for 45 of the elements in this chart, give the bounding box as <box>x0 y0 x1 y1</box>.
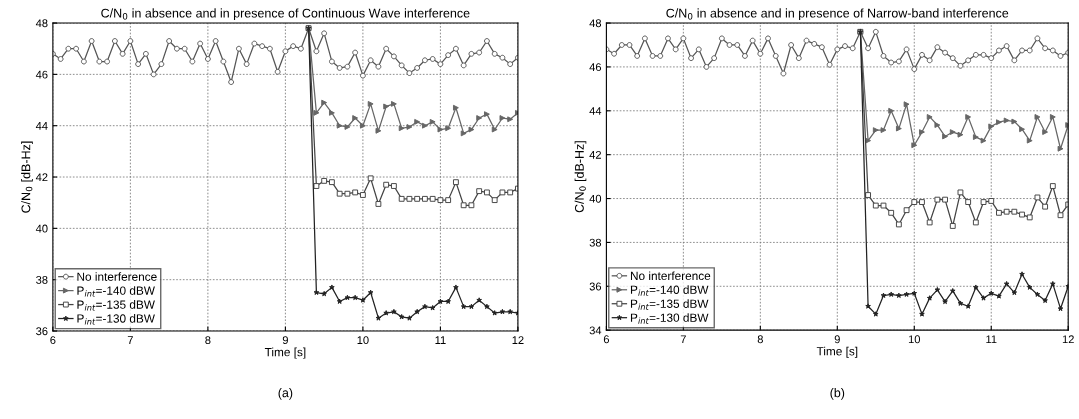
x-tick-label: 7 <box>127 336 133 344</box>
y-axis-title: C/N$_{0}$ [dB-Hz] <box>21 141 33 213</box>
legend-label: P$_{int}$=-130 dBW <box>630 313 709 324</box>
x-tick-label: 6 <box>50 336 56 345</box>
y-tick-label: 38 <box>589 238 602 247</box>
x-tick-label: 9 <box>282 336 288 345</box>
x-tick-label: 6 <box>603 335 609 344</box>
legend-label: P$_{int}$=-140 dBW <box>630 285 709 296</box>
chart-title: C/N$_{0}$ in absence and in presence of Continuous Wave interference <box>101 8 470 21</box>
x-tick-label: 12 <box>1062 335 1074 344</box>
y-tick-label: 46 <box>35 70 48 79</box>
x-tick-label: 8 <box>757 335 763 344</box>
text: (a) <box>278 388 293 400</box>
y-tick-label: 40 <box>589 194 602 203</box>
y-tick-label: 44 <box>35 122 48 130</box>
chart-title: C/N$_{0}$ in absence and in presence of Narrow-band interference <box>666 8 1009 21</box>
legend-label: No interference <box>630 271 711 281</box>
legend-label: P$_{int}$=-140 dBW <box>77 286 155 297</box>
x-axis-title: Time [s] <box>264 347 306 359</box>
x-tick-label: 7 <box>680 335 686 344</box>
y-tick-label: 36 <box>36 327 48 336</box>
legend-label: P$_{int}$=-130 dBW <box>77 314 155 325</box>
y-tick-label: 38 <box>36 275 48 284</box>
x-tick-label: 10 <box>908 335 921 344</box>
y-tick-label: 42 <box>589 150 601 159</box>
x-axis-title: Time [s] <box>816 346 858 358</box>
y-tick-label: 40 <box>35 224 48 233</box>
x-tick-label: 9 <box>834 335 840 344</box>
y-tick-label: 46 <box>589 63 602 72</box>
y-tick-label: 36 <box>589 282 602 291</box>
text: (b) <box>830 388 845 400</box>
legend-label: P$_{int}$=-135 dBW <box>77 300 155 311</box>
y-tick-label: 44 <box>589 107 602 115</box>
legend-label: P$_{int}$=-135 dBW <box>630 299 709 310</box>
legend-label: No interference <box>77 272 157 281</box>
y-tick-label: 48 <box>35 19 48 28</box>
x-tick-label: 12 <box>512 336 524 344</box>
y-tick-label: 48 <box>589 19 602 28</box>
x-tick-label: 10 <box>357 336 369 345</box>
x-tick-label: 11 <box>986 335 997 344</box>
y-tick-label: 34 <box>589 326 602 335</box>
x-tick-label: 11 <box>435 336 446 344</box>
y-tick-label: 42 <box>35 173 48 182</box>
x-tick-label: 8 <box>205 336 211 345</box>
y-axis-title: C/N$_{0}$ [dB-Hz] <box>574 141 587 213</box>
